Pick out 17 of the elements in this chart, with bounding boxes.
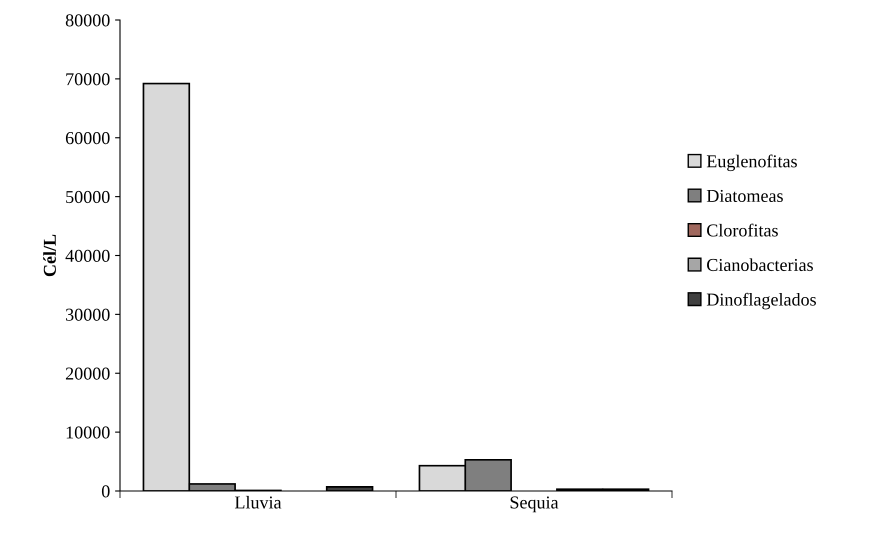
legend-label: Clorofitas — [707, 224, 778, 237]
x-tick-label: Lluvia — [234, 496, 282, 509]
y-tick-label: 50000 — [66, 190, 110, 204]
y-axis-title: Cél/L — [43, 234, 56, 276]
y-tick-label: 40000 — [65, 250, 110, 262]
y-tick-label: 70000 — [66, 73, 110, 86]
legend-label: Dinoflagelados — [706, 292, 816, 310]
y-tick-label: 0 — [102, 485, 110, 498]
legend-label: Euglenofitas — [706, 154, 797, 172]
y-tick-label: 60000 — [66, 132, 110, 144]
y-tick-label: 10000 — [66, 426, 110, 439]
legend-label: Diatomeas — [706, 190, 783, 202]
y-tick-label: 80000 — [66, 14, 110, 26]
y-tick-label: 30000 — [66, 308, 110, 321]
legend-label: Cianobacterias — [707, 258, 813, 272]
x-tick-label: Sequia — [510, 496, 558, 512]
y-tick-label: 20000 — [66, 368, 110, 380]
